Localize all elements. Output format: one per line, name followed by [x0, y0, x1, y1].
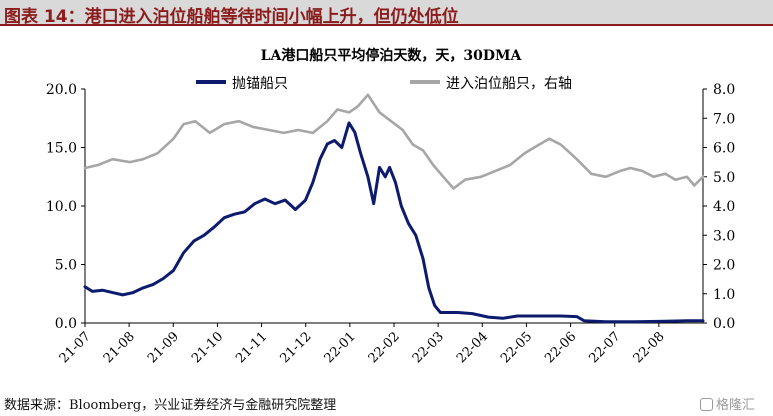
y-right-tick-label: 2.0	[713, 258, 735, 274]
x-tick-label: 22-03	[410, 329, 447, 366]
series-line-anchored	[83, 121, 705, 324]
chart-title: LA港口船只平均停泊天数，天，30DMA	[261, 47, 523, 64]
y-left-tick-label: 5.0	[55, 258, 77, 274]
y-right-tick-label: 0.0	[713, 316, 735, 332]
y-right-tick-label: 8.0	[713, 82, 735, 98]
y-left-tick-label: 10.0	[46, 199, 77, 215]
x-tick-label: 21-09	[145, 329, 182, 366]
x-tick-label: 22-04	[454, 329, 491, 366]
x-tick-label: 21-07	[57, 329, 94, 366]
x-tick-label: 21-11	[233, 329, 270, 366]
y-right-tick-label: 4.0	[713, 199, 735, 215]
y-right-tick-label: 6.0	[713, 141, 735, 157]
x-tick-label: 22-02	[366, 329, 403, 366]
legend-label-anchored: 抛锚船只	[232, 76, 288, 92]
legend: 抛锚船只 进入泊位船只，右轴	[196, 76, 572, 92]
series-lines	[83, 93, 705, 324]
x-tick-label: 22-06	[542, 329, 579, 366]
y-left-tick-label: 0.0	[55, 316, 77, 332]
x-tick-label: 22-08	[631, 329, 668, 366]
x-tick-label: 21-10	[189, 329, 226, 366]
watermark-icon	[700, 398, 713, 411]
figure-title: 图表 14：港口进入泊位船舶等待时间小幅上升，但仍处低位	[4, 7, 459, 27]
x-tick-label: 21-12	[277, 329, 314, 366]
legend-label-berthed: 进入泊位船只，右轴	[446, 76, 572, 92]
x-tick-label: 22-01	[322, 329, 359, 366]
watermark-logo: 格隆汇	[700, 394, 755, 413]
watermark-text: 格隆汇	[716, 398, 756, 413]
x-tick-label: 21-08	[101, 329, 138, 366]
y-right-tick-label: 3.0	[713, 228, 735, 244]
y-left-tick-label: 15.0	[46, 141, 77, 157]
y-right-tick-label: 7.0	[713, 111, 735, 127]
y-right-tick-label: 1.0	[713, 287, 735, 303]
x-tick-label: 22-05	[498, 329, 535, 366]
y-right-tick-label: 5.0	[713, 170, 735, 186]
series-line-berthed	[83, 93, 705, 190]
figure-source: 数据来源：Bloomberg，兴业证券经济与金融研究院整理	[4, 398, 337, 413]
x-tick-label: 22-07	[586, 329, 623, 366]
axes: 0.0 5.0 10.0 15.0 20.0 0.0 1.0 2.0 3.0 4.0 5.0 6.0 7…	[46, 82, 735, 366]
figure-title-bar: 图表 14：港口进入泊位船舶等待时间小幅上升，但仍处低位	[0, 0, 773, 27]
y-left-tick-label: 20.0	[46, 82, 77, 98]
